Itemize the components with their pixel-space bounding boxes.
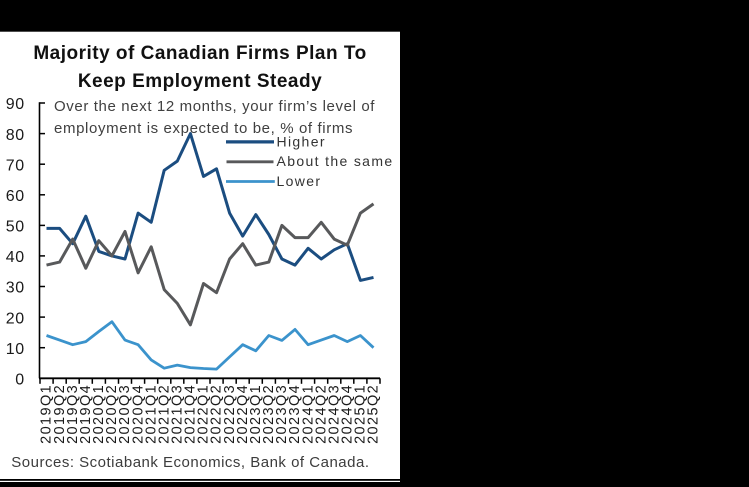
svg-text:2022Q2: 2022Q2	[209, 384, 225, 444]
svg-text:2019Q1: 2019Q1	[39, 384, 55, 444]
svg-text:2023Q1: 2023Q1	[248, 384, 264, 444]
svg-text:2023Q4: 2023Q4	[287, 384, 303, 444]
svg-text:2020Q4: 2020Q4	[130, 384, 146, 444]
svg-text:2022Q3: 2022Q3	[222, 384, 238, 444]
svg-text:90: 90	[6, 96, 25, 113]
svg-text:50: 50	[6, 219, 25, 236]
svg-text:2022Q1: 2022Q1	[196, 384, 212, 444]
svg-text:Lower: Lower	[277, 173, 322, 189]
svg-text:2019Q2: 2019Q2	[52, 384, 68, 444]
svg-text:employment is expected to be,: employment is expected to be, % of firms	[54, 120, 353, 137]
svg-text:2021Q2: 2021Q2	[156, 384, 172, 444]
svg-text:20: 20	[6, 310, 25, 327]
svg-text:2019Q4: 2019Q4	[78, 384, 94, 444]
svg-text:Sources: Scotiabank Economics,: Sources: Scotiabank Economics, Bank of C…	[11, 454, 369, 471]
svg-text:2021Q4: 2021Q4	[183, 384, 199, 444]
svg-text:2024Q2: 2024Q2	[313, 384, 329, 444]
svg-text:30: 30	[6, 280, 25, 297]
svg-text:60: 60	[6, 188, 25, 205]
svg-text:2025Q2: 2025Q2	[366, 384, 382, 444]
svg-text:About the same: About the same	[277, 153, 394, 169]
svg-text:70: 70	[6, 157, 25, 174]
svg-text:2024Q3: 2024Q3	[326, 384, 342, 444]
svg-text:2023Q3: 2023Q3	[274, 384, 290, 444]
svg-text:2020Q3: 2020Q3	[117, 384, 133, 444]
svg-text:40: 40	[6, 249, 25, 266]
svg-text:2021Q1: 2021Q1	[143, 384, 159, 444]
svg-text:2024Q1: 2024Q1	[300, 384, 316, 444]
svg-text:2019Q3: 2019Q3	[65, 384, 81, 444]
svg-text:2024Q4: 2024Q4	[340, 384, 356, 444]
svg-text:80: 80	[6, 127, 25, 144]
svg-text:Higher: Higher	[277, 133, 326, 149]
svg-text:0: 0	[15, 372, 24, 389]
svg-text:2020Q1: 2020Q1	[91, 384, 107, 444]
svg-text:2020Q2: 2020Q2	[104, 384, 120, 444]
svg-text:10: 10	[6, 341, 25, 358]
svg-text:2021Q3: 2021Q3	[170, 384, 186, 444]
svg-text:2022Q4: 2022Q4	[235, 384, 251, 444]
svg-text:Over the next 12 months, your: Over the next 12 months, your firm’s lev…	[54, 98, 375, 115]
svg-text:2025Q1: 2025Q1	[353, 384, 369, 444]
svg-text:2023Q2: 2023Q2	[261, 384, 277, 444]
svg-text:Majority of Canadian Firms Pla: Majority of Canadian Firms Plan To	[33, 43, 366, 64]
svg-text:Keep Employment Steady: Keep Employment Steady	[78, 71, 322, 92]
